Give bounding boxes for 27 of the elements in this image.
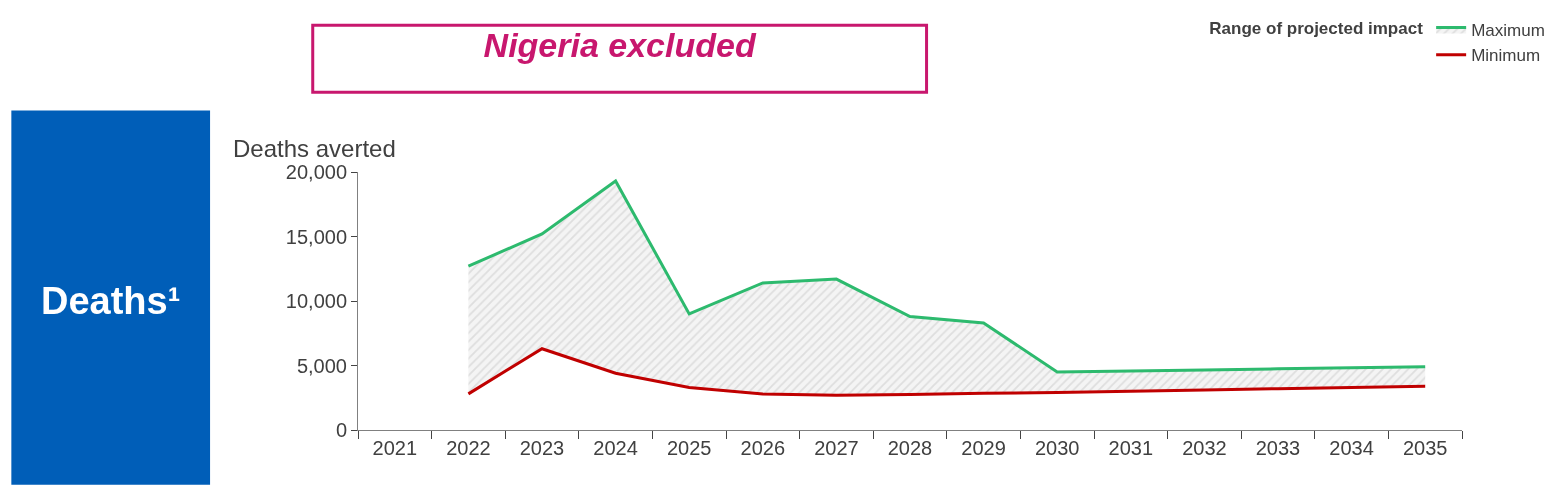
x-tick-label: 2024 xyxy=(593,437,638,459)
x-tick-label: 2035 xyxy=(1402,437,1448,459)
y-tick-label: 20,000 xyxy=(285,161,347,183)
y-tick-label: 0 xyxy=(335,419,347,441)
y-tick-label: 5,000 xyxy=(296,354,347,377)
x-tick-label: 2030 xyxy=(1034,437,1080,459)
y-tick-label: 15,000 xyxy=(285,225,347,248)
x-tick-label: 2033 xyxy=(1255,437,1301,459)
x-tick-label: 2023 xyxy=(519,437,565,459)
x-tick-label: 2032 xyxy=(1182,437,1227,459)
x-tick-label: 2022 xyxy=(446,437,491,459)
x-tick-label: 2026 xyxy=(740,437,786,459)
y-axis-title: Deaths averted xyxy=(233,135,396,162)
text: Deaths¹ xyxy=(41,280,181,322)
x-tick-label: 2031 xyxy=(1108,437,1154,459)
x-tick-label: 2021 xyxy=(372,437,418,459)
x-tick-label: 2027 xyxy=(814,437,859,459)
y-tick-label: 10,000 xyxy=(285,290,347,312)
legend-label: Maximum xyxy=(1471,21,1545,41)
legend-label: Minimum xyxy=(1471,46,1541,66)
x-tick-label: 2028 xyxy=(887,437,933,459)
legend-title: Range of projected impact xyxy=(1209,19,1424,39)
x-tick-label: 2025 xyxy=(666,437,712,459)
line-series xyxy=(466,347,1427,397)
x-tick-label: 2034 xyxy=(1329,437,1374,459)
x-tick-label: 2029 xyxy=(961,437,1006,459)
chart-title: Nigeria excluded xyxy=(483,25,757,64)
